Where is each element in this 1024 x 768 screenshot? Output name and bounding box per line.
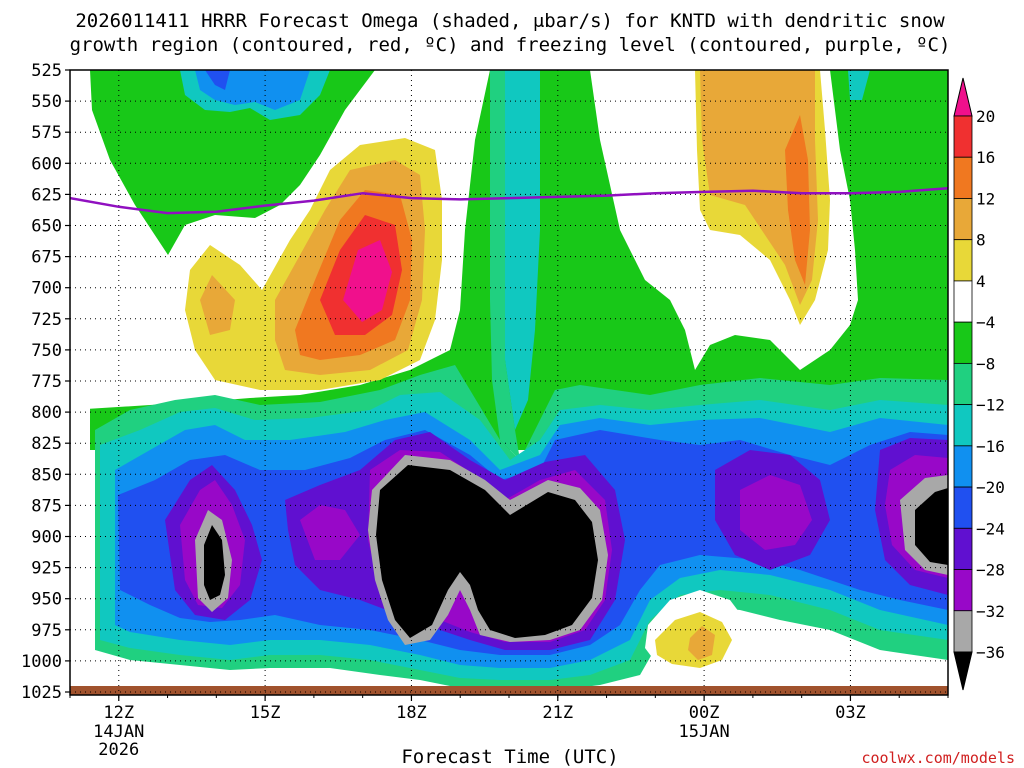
y-tick-label: 700: [31, 279, 62, 299]
y-tick-label: 600: [31, 154, 62, 174]
y-tick-label: 950: [31, 590, 62, 610]
colorbar-band: [953, 569, 973, 612]
y-tick-label: 850: [31, 465, 62, 485]
colorbar-band: [953, 115, 973, 158]
colorbar-band: [953, 280, 973, 323]
colorbar-band: [953, 362, 973, 406]
x-tick-label: 21Z: [542, 703, 573, 723]
colorbar-label: −8: [976, 354, 995, 373]
colorbar-band: [953, 156, 973, 199]
colorbar-label: −20: [976, 478, 1005, 497]
colorbar-band: [953, 239, 973, 282]
y-tick-label: 875: [31, 496, 62, 516]
freezing-level-line: [70, 186, 948, 215]
omega-shading: [70, 70, 948, 695]
y-tick-label: 1025: [21, 683, 62, 703]
y-tick-label: 900: [31, 528, 62, 548]
x-tick-label: 12Z: [103, 703, 134, 723]
y-tick-label: 625: [31, 185, 62, 205]
x-tick-label: 03Z: [835, 703, 866, 723]
colorbar-top-arrow: [953, 77, 973, 117]
x-tick-date: 15JAN: [679, 722, 730, 742]
colorbar-band: [953, 404, 973, 447]
credit-text: coolwx.com/models: [861, 749, 1015, 767]
colorbar-label: 4: [976, 272, 986, 291]
colorbar-label: 12: [976, 189, 995, 208]
omega-region-navy-upperleft: [205, 70, 230, 90]
colorbar-label: −36: [976, 643, 1005, 662]
omega-region-orange-right: [785, 115, 810, 285]
omega-region-gold-right: [700, 70, 818, 305]
colorbar-label: −12: [976, 396, 1005, 415]
omega-region-cyan-top: [505, 70, 540, 430]
colorbar: 20 16 12 8 4 −4 −8 −12 −16 −20 −24 −28 −32 −36: [953, 77, 1005, 691]
y-tick-label: 800: [31, 403, 62, 423]
y-tick-label: 1000: [21, 652, 62, 672]
colorbar-band: [953, 321, 973, 364]
y-tick-label: 650: [31, 217, 62, 237]
x-tick-label: 00Z: [689, 703, 720, 723]
y-tick-label: 725: [31, 310, 62, 330]
colorbar-label: 20: [976, 107, 995, 126]
y-tick-label: 975: [31, 621, 62, 641]
x-tick-year: 2026: [98, 740, 139, 760]
y-tick-label: 750: [31, 341, 62, 361]
y-tick-label: 550: [31, 92, 62, 112]
y-tick-label: 775: [31, 372, 62, 392]
colorbar-band: [953, 610, 973, 653]
colorbar-band: [953, 527, 973, 570]
colorbar-label: 16: [976, 148, 995, 167]
colorbar-band: [953, 445, 973, 488]
colorbar-label: 8: [976, 231, 986, 250]
y-tick-label: 675: [31, 248, 62, 268]
y-tick-label: 825: [31, 434, 62, 454]
omega-region-magenta-main: [343, 240, 392, 322]
omega-region-cyan-upperright: [848, 70, 870, 100]
chart-title-line2: growth region (contoured, red, ºC) and f…: [70, 34, 951, 56]
y-tick-label: 925: [31, 559, 62, 579]
omega-region-black-lower: [204, 465, 948, 638]
gridlines: [70, 69, 948, 695]
x-tick-label: 15Z: [250, 703, 281, 723]
x-tick-date: 14JAN: [93, 722, 144, 742]
y-axis-ticks: 525 550 575 600 625 650 675 700 725 750 775 800 825 8…: [21, 61, 70, 703]
omega-region-teal-top: [490, 70, 520, 460]
colorbar-label: −4: [976, 313, 995, 332]
colorbar-band: [953, 198, 973, 241]
colorbar-label: −16: [976, 437, 1005, 456]
y-tick-label: 525: [31, 61, 62, 81]
chart-title-line1: 2026011411 HRRR Forecast Omega (shaded, …: [75, 10, 945, 32]
ground-surface: [70, 686, 948, 695]
colorbar-label: −28: [976, 561, 1005, 580]
x-axis-label: Forecast Time (UTC): [401, 746, 618, 768]
y-tick-label: 575: [31, 123, 62, 143]
colorbar-band: [953, 486, 973, 529]
colorbar-label: −24: [976, 519, 1005, 538]
colorbar-label: −32: [976, 602, 1005, 621]
colorbar-bottom-arrow: [953, 651, 973, 691]
plot-area: [69, 69, 949, 696]
omega-region-gold-lowerright: [688, 626, 715, 660]
x-tick-label: 18Z: [396, 703, 427, 723]
